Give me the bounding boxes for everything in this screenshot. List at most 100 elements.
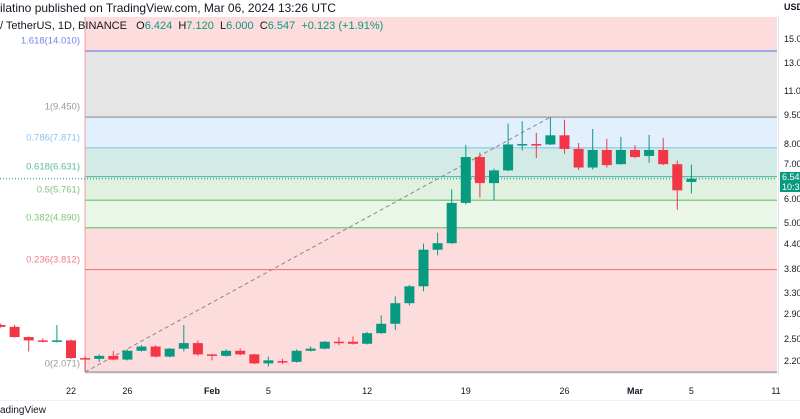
date-tick-label: Mar: [626, 386, 644, 396]
price-tick-label: 6.00: [784, 194, 800, 204]
candle-up: [122, 350, 133, 360]
candle-up: [221, 350, 232, 356]
candle-down: [672, 164, 683, 191]
candle-up: [460, 157, 471, 203]
candle-down: [559, 135, 570, 149]
date-tick-label: 12: [362, 386, 373, 396]
high-value: 7.120: [186, 20, 214, 32]
candle-up: [51, 340, 62, 342]
date-tick-label: 19: [460, 386, 471, 396]
date-tick-label: 26: [122, 386, 133, 396]
candle-down: [23, 337, 34, 341]
price-tick-label: 15.0: [784, 33, 800, 44]
price-tick-label: 3.30: [784, 287, 800, 298]
candle-down: [66, 340, 76, 359]
candle-up: [644, 149, 655, 156]
fib-level-label: 0.786(7.871): [26, 132, 80, 144]
candle-up: [263, 360, 274, 364]
candle-down: [573, 148, 584, 168]
date-tick-label: 5: [688, 386, 694, 396]
fib-band-top: [85, 17, 777, 51]
candle-down: [9, 326, 20, 338]
candle-down: [658, 149, 669, 165]
candle-down: [108, 355, 119, 360]
candle-down: [277, 361, 288, 363]
candle-up: [686, 178, 697, 182]
fib-band: [85, 227, 777, 270]
price-tick-label: 2.20: [784, 355, 800, 366]
close-value: 6.547: [267, 20, 296, 32]
fib-band: [85, 51, 777, 118]
candle-down: [249, 354, 260, 364]
fib-trend-line: [84, 116, 551, 373]
candle-up: [615, 149, 626, 165]
candle-down: [207, 354, 217, 356]
fib-band: [85, 269, 777, 372]
candle-down: [192, 343, 203, 355]
date-tick-label: 11: [771, 386, 781, 396]
candle-up: [489, 170, 499, 184]
price-tick-label: 7.00: [784, 159, 800, 169]
fib-level-label: 1(9.450): [44, 101, 80, 113]
candle-up: [362, 333, 373, 344]
current-price: 6.54: [782, 172, 800, 182]
date-tick-label: 26: [559, 386, 570, 396]
candle-up: [432, 243, 443, 250]
candle-up: [136, 346, 147, 351]
low-value: 6.000: [226, 20, 254, 32]
candle-up: [319, 341, 330, 349]
candle-up: [587, 149, 598, 168]
fib-band: [85, 200, 777, 228]
candle-down: [37, 340, 48, 342]
candle-down: [348, 341, 358, 344]
price-tick-label: 4.40: [784, 239, 800, 250]
candle-down: [80, 358, 91, 360]
candle-up: [503, 144, 514, 171]
high-label: H: [178, 20, 187, 32]
open-label: O: [136, 20, 145, 32]
candle-down: [474, 157, 485, 184]
date-tick-label: Feb: [203, 386, 221, 396]
candle-up: [418, 249, 429, 287]
candle-up: [517, 144, 528, 146]
price-tick-label: 13.0: [784, 57, 800, 68]
candle-up: [545, 135, 556, 145]
candle-up: [390, 303, 401, 324]
fib-level-label: 0.382(4.890): [26, 212, 80, 224]
price-tick-label: 8.00: [784, 139, 800, 150]
open-value: 6.424: [144, 20, 173, 32]
divider: [0, 400, 800, 401]
candle-up: [291, 350, 302, 362]
currency-label: USD: [784, 2, 800, 12]
candle-down: [531, 144, 542, 146]
candle-down: [235, 350, 246, 355]
bar-countdown: 10:3: [782, 182, 800, 192]
candle-up: [376, 323, 387, 334]
candle-down: [0, 324, 6, 327]
price-tick-label: 9.50: [784, 110, 800, 121]
fib-level-label: 0.618(6.631): [26, 161, 80, 173]
fib-level-label: 1.618(14.010): [20, 35, 80, 47]
candle-up: [404, 286, 415, 304]
candle-down: [333, 341, 344, 344]
price-axis[interactable]: [778, 15, 800, 375]
change-value: +0.123 (+1.91%): [301, 20, 384, 32]
fib-band: [85, 176, 777, 201]
candle-up: [94, 355, 105, 359]
tradingview-brand: adingView: [0, 405, 46, 416]
close-label: C: [259, 20, 268, 32]
candle-down: [601, 149, 612, 166]
date-tick-label: 22: [65, 386, 77, 396]
symbol-name: / TetherUS, 1D, BINANCE: [0, 20, 127, 32]
date-tick-label: 5: [265, 386, 271, 396]
candle-down: [150, 346, 161, 357]
low-label: L: [219, 20, 227, 32]
price-tick-label: 3.80: [784, 264, 800, 275]
candle-down: [630, 149, 640, 158]
current-price-tag: 6.54 10:3: [780, 172, 800, 192]
candle-up: [446, 202, 457, 244]
price-tick-label: 11.0: [784, 85, 800, 96]
fib-band: [85, 117, 777, 148]
fib-level-label: 0.5(5.761): [36, 184, 80, 196]
